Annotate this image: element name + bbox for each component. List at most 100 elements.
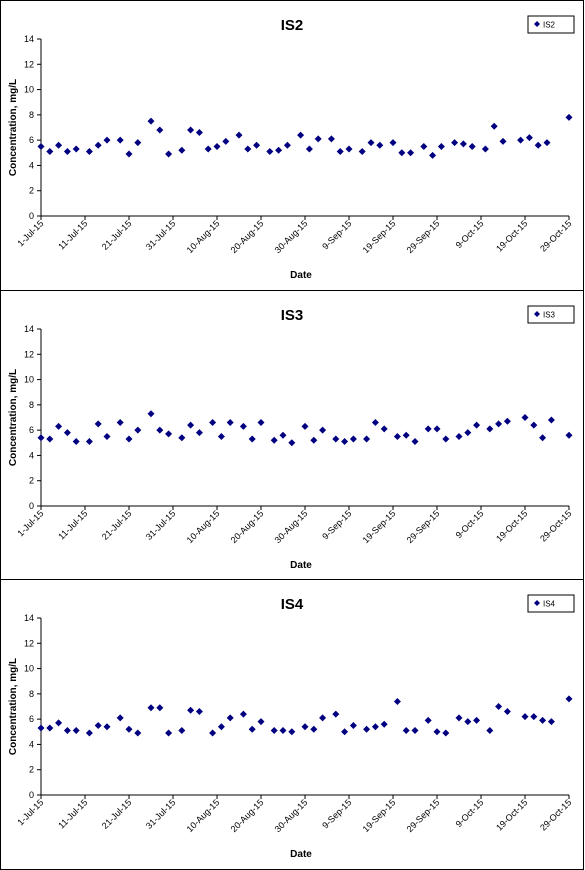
data-point <box>503 417 511 425</box>
x-tick-label: 1-Jul-15 <box>15 218 45 248</box>
data-point <box>94 420 102 428</box>
data-point <box>217 432 225 440</box>
x-tick-label: 30-Aug-15 <box>273 797 310 834</box>
x-axis-title: Date <box>290 560 312 571</box>
data-point <box>257 718 265 726</box>
data-point <box>530 713 538 721</box>
data-point <box>468 142 476 150</box>
x-tick-label: 29-Sep-15 <box>405 218 442 255</box>
x-tick-label: 20-Aug-15 <box>229 508 266 545</box>
data-point <box>327 135 335 143</box>
data-point <box>165 150 173 158</box>
data-point <box>248 725 256 733</box>
data-point <box>85 438 93 446</box>
data-point <box>530 421 538 429</box>
data-point <box>94 721 102 729</box>
x-tick-label: 21-Jul-15 <box>100 218 134 252</box>
chart-svg: IS2 0 2 4 6 8 10 12 14 1-Jul-15 11-Jul-15 21-Jul-15… <box>8 15 575 281</box>
data-point <box>539 434 547 442</box>
data-point <box>314 135 322 143</box>
data-point <box>147 410 155 418</box>
x-tick-label: 11-Jul-15 <box>56 797 89 830</box>
data-point <box>116 714 124 722</box>
data-point <box>429 151 437 159</box>
data-point <box>178 146 186 154</box>
data-point <box>165 729 173 737</box>
data-point <box>297 131 305 139</box>
x-tick-label: 30-Aug-15 <box>273 218 310 255</box>
x-tick-label: 9-Sep-15 <box>320 218 353 251</box>
data-point <box>213 142 221 150</box>
legend: IS2 <box>527 15 575 34</box>
legend-box <box>527 594 575 613</box>
data-point <box>332 710 340 718</box>
data-point <box>134 139 142 147</box>
x-tick-label: 19-Sep-15 <box>361 508 398 545</box>
data-point <box>209 729 217 737</box>
data-point <box>349 435 357 443</box>
data-point <box>244 145 252 153</box>
chart-panel-is4: IS4 0 2 4 6 8 10 12 14 1-Jul-15 11-Jul-15 21-Jul-15… <box>0 579 584 870</box>
data-point <box>301 422 309 430</box>
y-tick-label: 14 <box>24 613 34 623</box>
data-point <box>235 131 243 139</box>
data-point <box>266 148 274 156</box>
data-point <box>442 729 450 737</box>
x-axis-title: Date <box>290 270 312 281</box>
y-tick-label: 2 <box>29 765 34 775</box>
x-tick-label: 31-Jul-15 <box>144 797 178 831</box>
data-point <box>371 419 379 427</box>
data-point <box>503 708 511 716</box>
data-point <box>37 434 45 442</box>
data-point <box>565 695 573 703</box>
data-point <box>239 710 247 718</box>
x-tick-label: 9-Oct-15 <box>454 508 486 540</box>
y-tick-label: 6 <box>29 425 34 435</box>
data-point <box>517 136 525 144</box>
data-point <box>459 140 467 148</box>
y-axis-title: Concentration, mg/L <box>8 369 19 466</box>
data-point <box>270 436 278 444</box>
y-tick-label: 0 <box>29 211 34 221</box>
data-point <box>178 727 186 735</box>
legend-box <box>527 15 575 34</box>
data-point <box>46 148 54 156</box>
y-tick-label: 10 <box>24 85 34 95</box>
data-point <box>433 425 441 433</box>
data-point <box>495 420 503 428</box>
data-point <box>37 724 45 732</box>
data-point <box>486 425 494 433</box>
data-point <box>288 439 296 447</box>
data-point <box>103 723 111 731</box>
data-point <box>156 704 164 712</box>
data-point <box>46 724 54 732</box>
data-point <box>363 435 371 443</box>
data-point <box>455 714 463 722</box>
y-tick-label: 14 <box>24 324 34 334</box>
data-point <box>521 713 529 721</box>
data-point <box>442 435 450 443</box>
data-point <box>222 137 230 145</box>
y-tick-label: 4 <box>29 160 34 170</box>
data-point <box>547 416 555 424</box>
data-point <box>94 141 102 149</box>
data-point <box>270 727 278 735</box>
data-point <box>495 703 503 710</box>
x-tick-label: 29-Sep-15 <box>405 508 442 545</box>
data-point <box>371 723 379 731</box>
x-tick-label: 21-Jul-15 <box>100 797 134 831</box>
x-tick-label: 10-Aug-15 <box>185 218 222 255</box>
data-point <box>288 728 296 736</box>
data-point <box>565 113 573 121</box>
data-point <box>547 718 555 726</box>
data-point <box>63 148 71 156</box>
data-point <box>103 432 111 440</box>
data-point <box>248 435 256 443</box>
data-point <box>349 721 357 729</box>
data-point <box>195 429 203 437</box>
data-point <box>178 434 186 442</box>
data-point <box>490 122 498 130</box>
data-point <box>393 432 401 440</box>
data-point <box>187 421 195 429</box>
data-point <box>539 716 547 724</box>
